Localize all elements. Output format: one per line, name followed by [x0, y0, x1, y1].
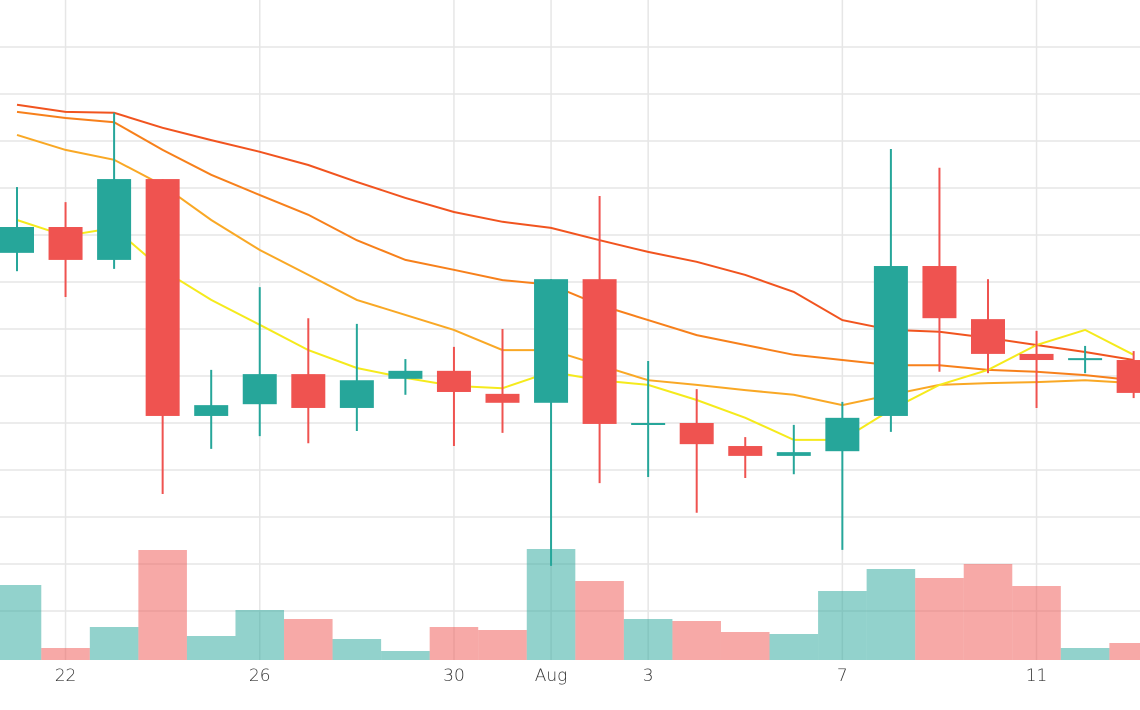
volume-bar: [866, 569, 916, 660]
candle-body: [1019, 353, 1054, 361]
candle-body: [922, 266, 957, 319]
volume-bar: [89, 627, 139, 660]
volume-bar: [963, 564, 1013, 660]
volume-layer: [0, 549, 1140, 660]
volume-bar: [720, 632, 770, 660]
candle-body: [145, 179, 180, 416]
volume-bar: [575, 581, 624, 660]
candle-body: [339, 380, 374, 408]
volume-bar: [1109, 643, 1140, 660]
candle-body: [291, 374, 326, 408]
volume-bar: [41, 648, 90, 660]
candle-body: [97, 179, 132, 260]
candle-body: [825, 417, 860, 452]
volume-bar: [0, 585, 42, 660]
candle-body: [728, 446, 763, 456]
ma-layer: [16, 103, 1135, 441]
volume-bar: [818, 591, 867, 660]
volume-bar: [186, 636, 236, 660]
candle-body: [48, 227, 83, 260]
candle-body: [582, 279, 617, 424]
candle-body: [194, 405, 229, 416]
moving-average-line: [16, 219, 1135, 441]
volume-bar: [235, 610, 285, 660]
x-tick-label: 30: [443, 666, 465, 686]
volume-bar: [526, 549, 576, 660]
candle-layer: [0, 112, 1140, 566]
x-tick-label: 22: [55, 666, 77, 686]
x-tick-label: 3: [643, 666, 654, 686]
volume-bar: [769, 634, 819, 660]
candle-body: [0, 227, 34, 253]
candle-body: [485, 393, 520, 403]
candle-body: [971, 319, 1005, 354]
volume-bar: [381, 651, 430, 660]
x-tick-label: 26: [249, 666, 271, 686]
volume-bar: [138, 550, 187, 660]
volume-bar: [332, 639, 382, 660]
x-tick-label: Aug: [535, 666, 568, 686]
candle-body: [436, 370, 471, 392]
candle-body: [679, 423, 714, 445]
moving-average-line: [16, 103, 1134, 361]
volume-bar: [284, 619, 333, 660]
x-tick-label: 11: [1026, 666, 1048, 686]
moving-average-line: [16, 133, 1134, 407]
moving-average-line: [16, 110, 1134, 382]
candle-body: [388, 370, 423, 379]
volume-bar: [1012, 586, 1061, 660]
volume-bar: [623, 619, 673, 660]
x-tick-label: 7: [837, 666, 848, 686]
candle-body: [1116, 360, 1140, 393]
volume-bar: [672, 621, 721, 660]
x-axis: 22 26 30 Aug 3 7 11: [55, 666, 1048, 686]
volume-bar: [429, 627, 479, 660]
volume-bar: [478, 630, 527, 660]
volume-bar: [1060, 648, 1110, 660]
candle-body: [1068, 358, 1103, 361]
candle-body: [776, 452, 811, 456]
candle-body: [631, 423, 666, 425]
candle-body: [534, 279, 569, 403]
candle-body: [873, 266, 908, 416]
candle-body: [242, 374, 277, 405]
volume-bar: [915, 578, 964, 660]
